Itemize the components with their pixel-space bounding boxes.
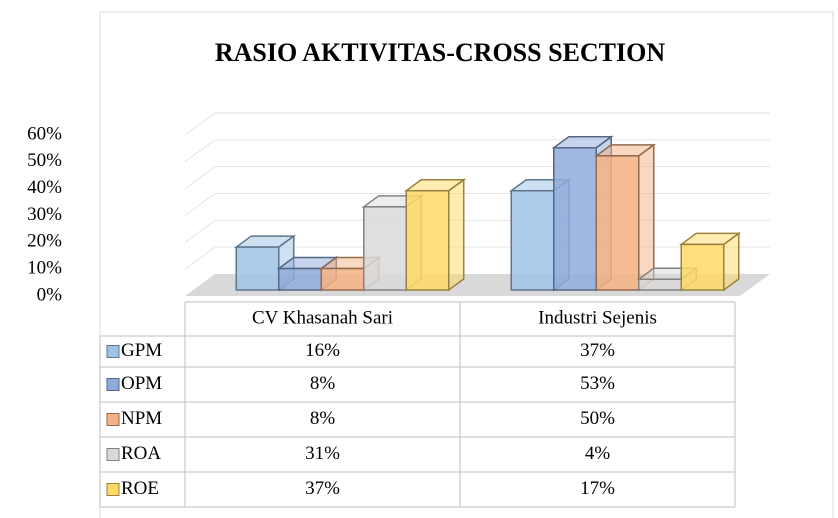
table-value: 50% xyxy=(580,408,615,429)
legend-label: GPM xyxy=(121,340,162,361)
y-tick-label: 0% xyxy=(37,284,63,305)
chart-title: RASIO AKTIVITAS-CROSS SECTION xyxy=(215,38,666,67)
legend-label: NPM xyxy=(121,408,162,429)
table-value: 53% xyxy=(580,373,615,394)
table-value: 37% xyxy=(305,478,340,499)
legend-label: ROE xyxy=(121,478,159,499)
bar xyxy=(363,206,407,291)
bar-side xyxy=(638,143,655,292)
bar xyxy=(553,147,597,291)
bar xyxy=(405,189,450,291)
bar xyxy=(595,155,640,291)
bar xyxy=(320,267,365,291)
table-value: 4% xyxy=(585,443,611,464)
bar-side xyxy=(448,178,465,292)
table-value: 31% xyxy=(305,443,340,464)
legend-swatch xyxy=(106,378,120,391)
y-tick-label: 20% xyxy=(27,231,62,252)
y-tick-label: 50% xyxy=(27,150,62,171)
bar xyxy=(638,278,682,291)
bar xyxy=(510,189,555,291)
legend-swatch xyxy=(106,448,120,461)
bar xyxy=(278,267,322,291)
legend-label: OPM xyxy=(121,373,162,394)
legend-swatch xyxy=(106,345,120,358)
bar xyxy=(235,246,280,291)
y-tick-label: 10% xyxy=(27,258,62,279)
y-tick-label: 30% xyxy=(27,204,62,225)
table-value: 8% xyxy=(310,408,336,429)
bar xyxy=(680,243,725,291)
table-value: 8% xyxy=(310,373,336,394)
table-header: Industri Sejenis xyxy=(538,307,657,328)
legend-swatch xyxy=(106,413,120,426)
legend-label: ROA xyxy=(121,443,161,464)
table-value: 37% xyxy=(580,340,615,361)
legend-swatch xyxy=(106,483,120,496)
grid-line xyxy=(184,112,770,136)
table-header: CV Khasanah Sari xyxy=(252,307,393,328)
y-tick-label: 40% xyxy=(27,177,62,198)
y-tick-label: 60% xyxy=(27,123,62,144)
table-value: 17% xyxy=(580,478,615,499)
table-value: 16% xyxy=(305,340,340,361)
